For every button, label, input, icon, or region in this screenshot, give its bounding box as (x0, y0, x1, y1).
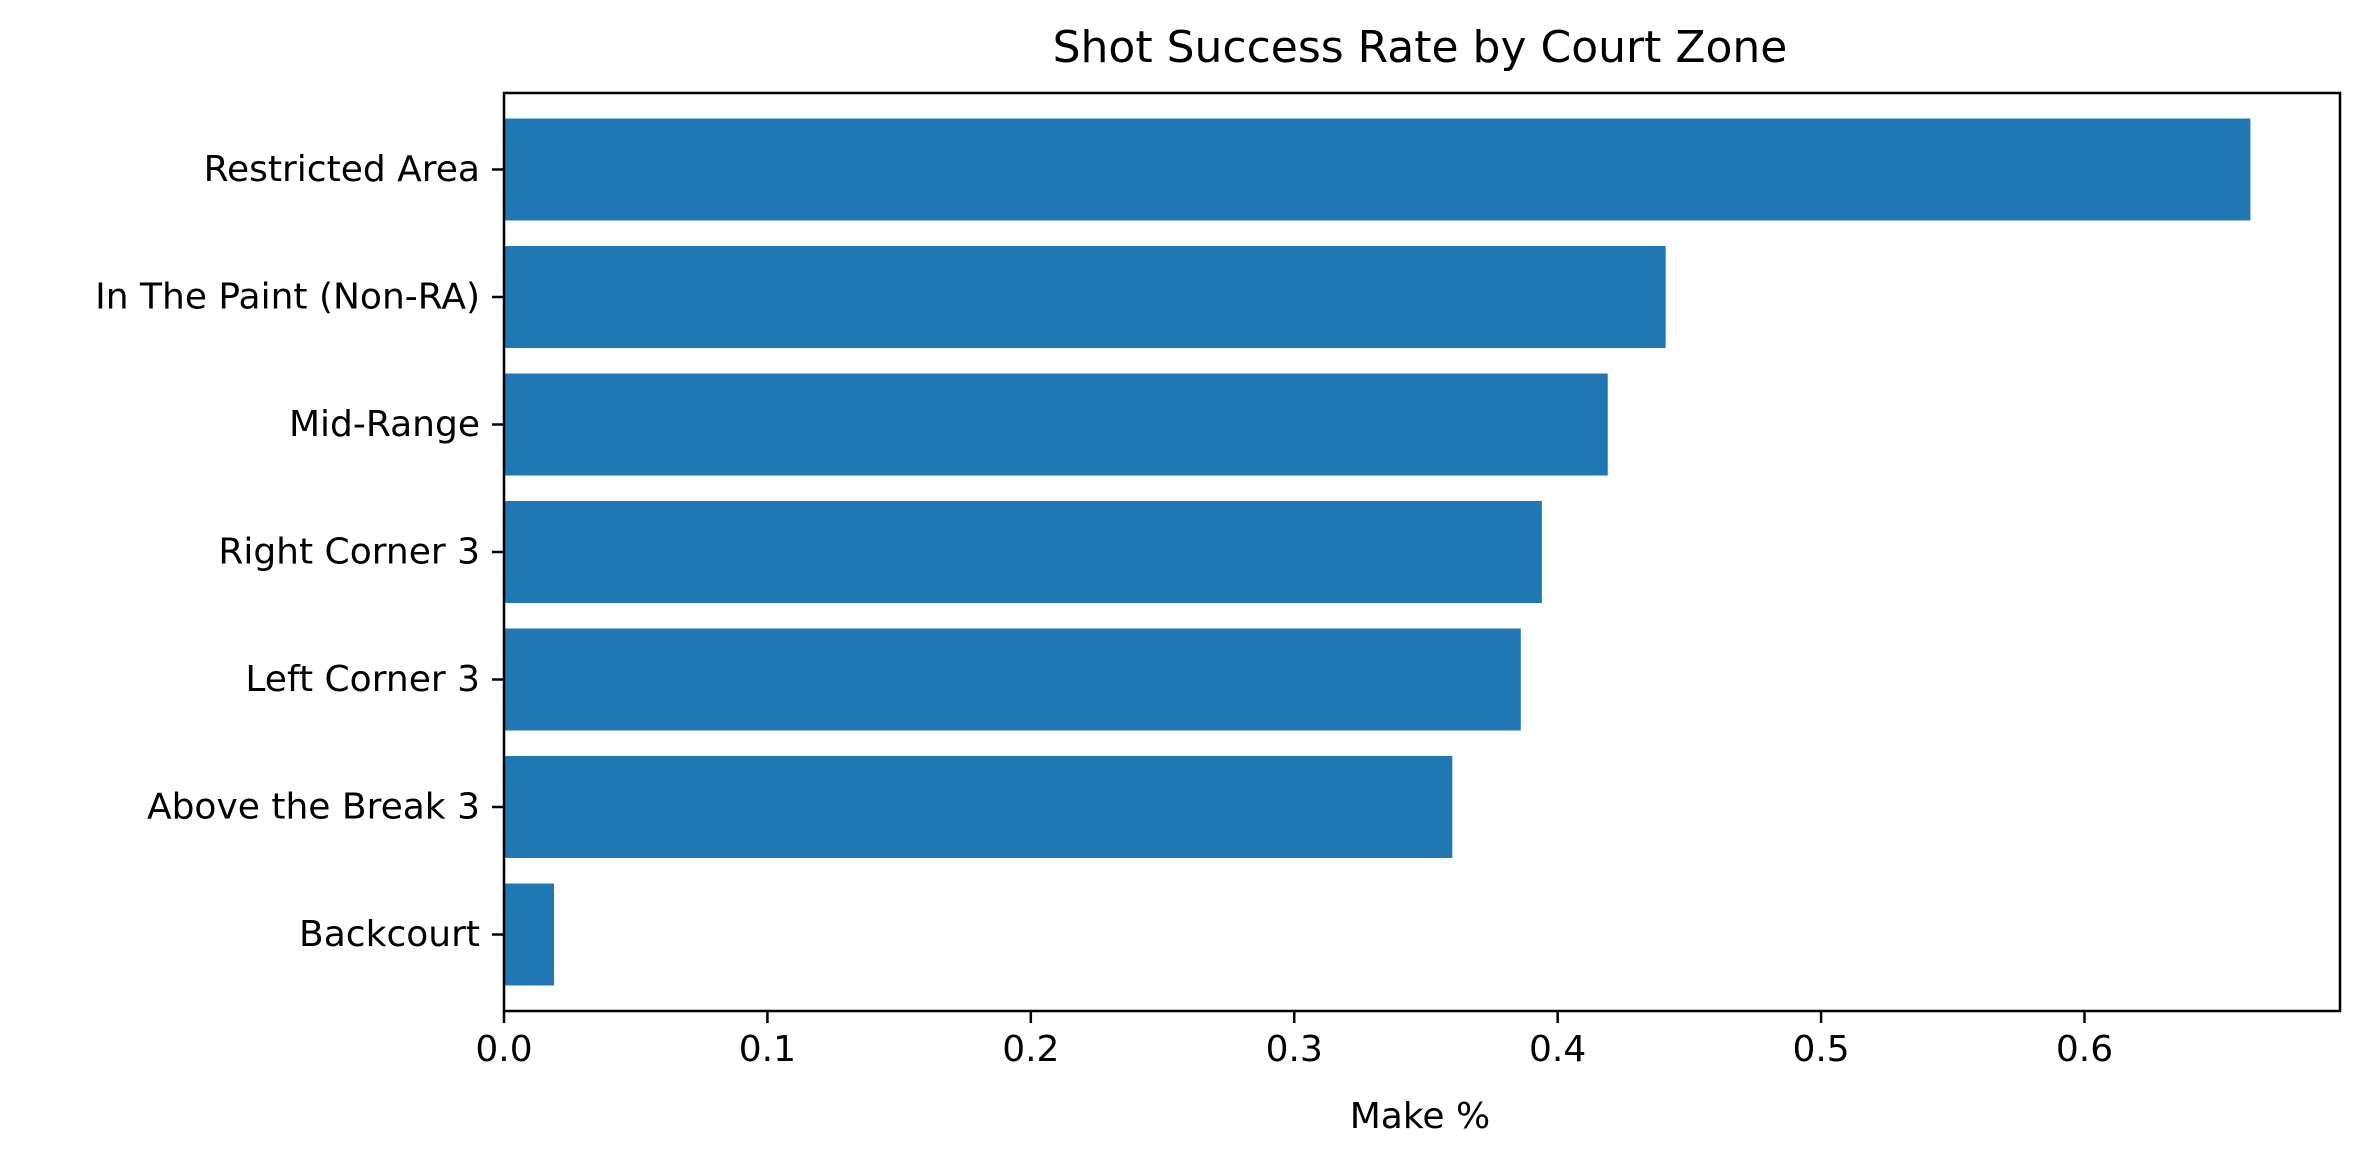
plot-frame (502, 91, 2342, 1013)
y-tick-label: Left Corner 3 (245, 659, 480, 700)
x-tick-label: 0.6 (2056, 1029, 2113, 1070)
x-tick-label: 0.5 (1792, 1029, 1849, 1070)
bar (504, 756, 1453, 858)
bar (504, 246, 1666, 348)
x-tick-label: 0.2 (1002, 1029, 1059, 1070)
x-tick-label: 0.4 (1529, 1029, 1586, 1070)
y-tick-label: In The Paint (Non-RA) (95, 277, 480, 318)
bar (504, 373, 1608, 476)
y-tick-label: Backcourt (299, 914, 480, 955)
bars-layer (504, 118, 2251, 986)
y-tick-label: Mid-Range (289, 404, 480, 445)
x-tick-label: 0.3 (1266, 1029, 1323, 1070)
y-tick-label: Restricted Area (204, 149, 480, 190)
bar (504, 118, 2251, 221)
bar (504, 883, 555, 986)
bar (504, 501, 1542, 603)
x-axis-label: Make % (1350, 1096, 1490, 1137)
x-tick-label: 0.0 (475, 1029, 532, 1070)
x-axis: 0.0 0.1 0.2 0.3 0.4 0.5 0.6 (475, 1011, 2113, 1070)
y-axis: Restricted Area In The Paint (Non-RA) Mid-… (95, 149, 504, 955)
x-tick-label: 0.1 (739, 1029, 796, 1070)
chart-title: Shot Success Rate by Court Zone (1053, 22, 1788, 73)
y-tick-label: Above the Break 3 (147, 787, 480, 828)
bar (504, 628, 1521, 731)
y-tick-label: Right Corner 3 (218, 532, 480, 573)
